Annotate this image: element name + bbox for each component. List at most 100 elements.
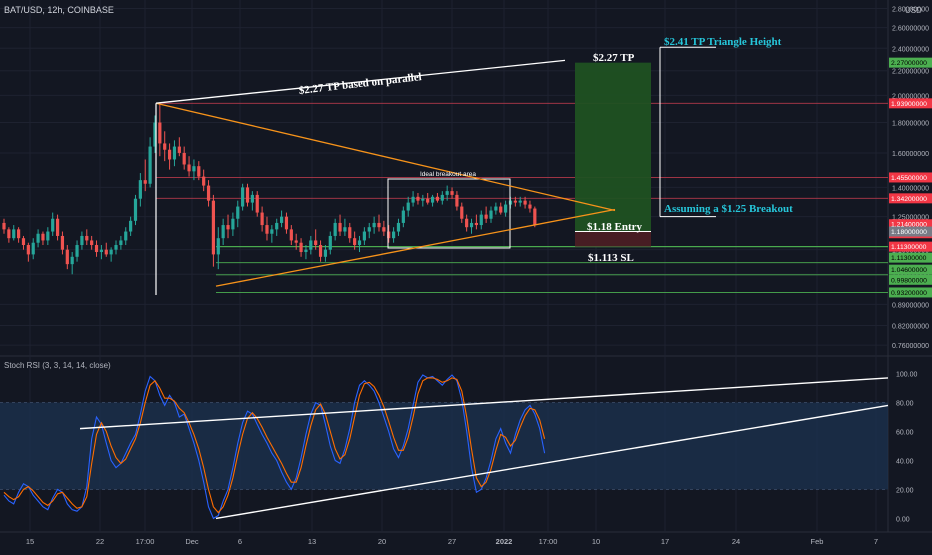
candle-body: [304, 249, 308, 253]
price-axis-badge-text: 1.93900000: [891, 101, 927, 108]
candle-body: [206, 185, 211, 201]
price-tick-label: 2.00000000: [892, 93, 929, 100]
take-profit-zone: [575, 62, 651, 232]
candle-body: [396, 222, 401, 232]
price-tick-label: 1.40000000: [892, 185, 929, 192]
price-tick-label: 1.25000000: [892, 215, 929, 222]
price-axis-badge-text: 1.45500000: [891, 175, 927, 182]
candle-body: [158, 122, 162, 144]
candle-body: [499, 206, 503, 213]
candle-body: [202, 176, 206, 186]
candle-body: [192, 166, 196, 172]
support-trendline: [215, 208, 616, 287]
triangle-tp-label: $2.41 TP Triangle Height: [664, 36, 782, 48]
candle-body: [129, 220, 133, 232]
candle-body: [494, 206, 498, 211]
price-axis-badge: [889, 98, 932, 109]
price-axis-badge: [889, 241, 932, 252]
time-tick-label: 10: [592, 537, 600, 546]
candle-body: [367, 227, 371, 232]
candle-body: [114, 245, 118, 250]
candle-body: [133, 198, 138, 221]
candle-body: [323, 249, 328, 257]
candle-body: [504, 204, 508, 213]
price-axis-badge-text: 1.18000000: [891, 229, 927, 236]
candle-body: [80, 235, 84, 246]
candle-body: [46, 231, 50, 241]
candle-body: [377, 222, 381, 228]
candle-body: [333, 222, 337, 236]
price-tick-label: 0.82000000: [892, 323, 929, 330]
candle-body: [265, 225, 269, 234]
price-axis-badge: [889, 172, 932, 183]
candle-body: [12, 229, 16, 239]
candle-body: [60, 235, 65, 250]
time-tick-label: 24: [732, 537, 740, 546]
time-tick-label: Dec: [185, 537, 199, 546]
rsi-tick-label: 0.00: [896, 516, 910, 523]
candle-body: [279, 216, 284, 223]
candle-body: [65, 249, 69, 265]
candle-body: [469, 222, 474, 228]
candle-body: [109, 249, 113, 255]
parallel-channel-line: [155, 59, 566, 104]
price-tick-label: 2.20000000: [892, 69, 929, 76]
price-axis-badge-text: 1.11300000: [891, 244, 927, 251]
candle-body: [187, 164, 191, 172]
candle-body: [172, 146, 177, 160]
price-tick-label: 2.40000000: [892, 46, 929, 53]
price-tick-label: 0.76000000: [892, 343, 929, 350]
rsi-lower-trendline: [215, 404, 889, 520]
time-tick-label: 17:00: [539, 537, 558, 546]
position-layer: [575, 62, 651, 247]
candle-layer: [2, 103, 537, 275]
candle-body: [2, 222, 6, 230]
candle-body: [484, 214, 488, 219]
entry-label: $1.18 Entry: [587, 221, 643, 233]
price-tick-label: 0.89000000: [892, 302, 929, 309]
candle-body: [70, 256, 74, 265]
candle-body: [440, 194, 444, 201]
price-axis-badge: [889, 226, 932, 237]
candle-body: [216, 238, 220, 255]
candle-body: [167, 149, 172, 160]
candle-body: [518, 200, 522, 203]
candle-body: [489, 210, 493, 219]
candle-body: [75, 245, 79, 257]
candle-body: [362, 231, 366, 241]
candle-body: [241, 187, 245, 207]
candle-body: [353, 238, 357, 246]
candle-body: [226, 225, 230, 230]
rsi-tick-label: 40.00: [896, 458, 914, 465]
candle-body: [245, 187, 250, 203]
time-tick-label: 22: [96, 537, 104, 546]
stop-loss-zone: [575, 231, 651, 247]
candle-body: [411, 196, 415, 203]
candle-body: [90, 240, 94, 246]
candle-body: [221, 225, 225, 239]
rsi-band: [0, 402, 888, 490]
candle-body: [211, 200, 216, 255]
time-tick-label: 27: [448, 537, 456, 546]
candle-body: [270, 229, 274, 234]
candle-body: [31, 242, 35, 255]
rsi-tick-label: 100.00: [896, 372, 918, 379]
rsi-tick-label: 60.00: [896, 430, 914, 437]
candle-body: [289, 229, 293, 241]
price-axis-badge: [889, 287, 932, 298]
price-axis-badge-text: 2.27000000: [891, 60, 927, 67]
time-tick-label: 17:00: [136, 537, 155, 546]
candle-body: [21, 238, 26, 246]
candle-body: [479, 214, 483, 226]
price-axis-badge-text: 1.34200000: [891, 196, 927, 203]
candle-body: [357, 240, 362, 246]
price-tick-label: 2.80000000: [892, 6, 929, 13]
candle-body: [513, 200, 517, 203]
price-axis-badge-text: 1.21400000: [891, 222, 927, 229]
candle-body: [7, 229, 11, 239]
candle-body: [318, 245, 323, 257]
stoch-rsi-orange-line: [3, 377, 546, 514]
candle-body: [421, 198, 425, 201]
candle-body: [85, 235, 89, 241]
candle-body: [430, 196, 435, 203]
